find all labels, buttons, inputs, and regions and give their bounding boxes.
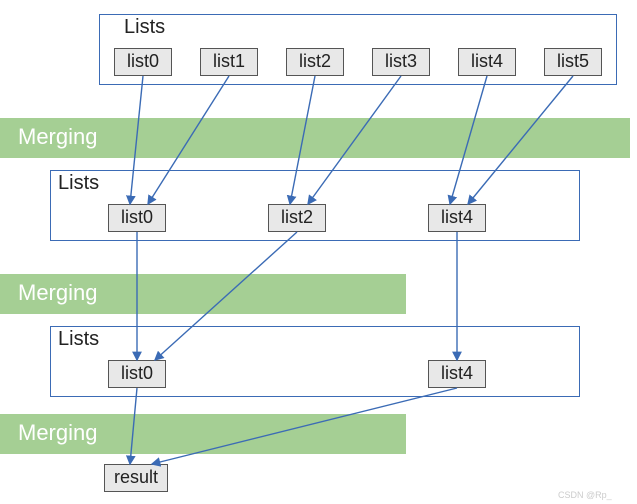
merging-label: Merging — [18, 280, 97, 305]
lists-label-0: Lists — [124, 16, 165, 39]
merging-label: Merging — [18, 420, 97, 445]
list-item: list3 — [372, 48, 430, 76]
list-item: list2 — [286, 48, 344, 76]
merging-bar-3: Merging — [0, 414, 406, 454]
result-item: result — [104, 464, 168, 492]
lists-box-0 — [99, 14, 617, 85]
list-item: list1 — [200, 48, 258, 76]
lists-label-2: Lists — [58, 328, 99, 351]
list-item: list0 — [108, 204, 166, 232]
list-item: list4 — [458, 48, 516, 76]
list-item: list2 — [268, 204, 326, 232]
lists-label-1: Lists — [58, 172, 99, 195]
list-item: list0 — [114, 48, 172, 76]
list-item: list4 — [428, 204, 486, 232]
list-item: list5 — [544, 48, 602, 76]
merging-bar-1: Merging — [0, 118, 630, 158]
list-item: list4 — [428, 360, 486, 388]
merging-bar-2: Merging — [0, 274, 406, 314]
list-item: list0 — [108, 360, 166, 388]
watermark: CSDN @Rp_ — [558, 490, 612, 500]
merging-label: Merging — [18, 124, 97, 149]
